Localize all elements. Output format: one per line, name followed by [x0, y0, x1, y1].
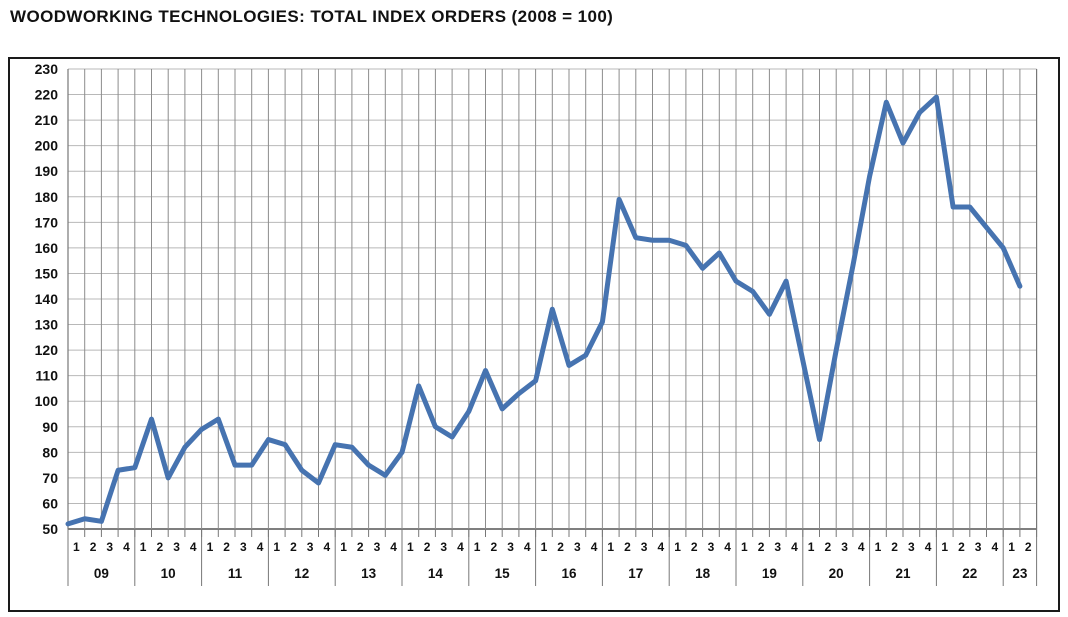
quarter-label: 1 — [73, 540, 80, 554]
quarter-label: 2 — [290, 540, 297, 554]
quarter-label: 3 — [106, 540, 113, 554]
quarter-label: 1 — [607, 540, 614, 554]
quarter-label: 2 — [624, 540, 631, 554]
orders-index-line — [65, 94, 1023, 527]
quarter-label: 1 — [875, 540, 882, 554]
quarter-label: 3 — [641, 540, 648, 554]
quarter-label: 4 — [123, 540, 130, 554]
quarter-label: 1 — [340, 540, 347, 554]
y-axis-tick-label: 50 — [42, 521, 58, 537]
quarter-label: 3 — [507, 540, 514, 554]
quarter-label: 1 — [941, 540, 948, 554]
year-label: 13 — [361, 566, 377, 581]
quarter-label: 2 — [157, 540, 164, 554]
year-label: 21 — [895, 566, 911, 581]
quarter-label: 2 — [424, 540, 431, 554]
year-label: 16 — [561, 566, 577, 581]
quarter-label: 1 — [808, 540, 815, 554]
quarter-label: 3 — [240, 540, 247, 554]
quarter-label: 4 — [390, 540, 397, 554]
quarter-label: 3 — [374, 540, 381, 554]
y-axis-tick-label: 140 — [35, 291, 59, 307]
quarter-label: 2 — [758, 540, 765, 554]
quarter-label: 4 — [925, 540, 932, 554]
quarter-label: 2 — [891, 540, 898, 554]
year-label: 20 — [829, 566, 844, 581]
y-axis-tick-label: 160 — [35, 240, 59, 256]
quarter-label: 4 — [457, 540, 464, 554]
quarter-label: 4 — [591, 540, 598, 554]
quarter-label: 2 — [691, 540, 698, 554]
y-axis-tick-label: 230 — [35, 61, 59, 77]
year-label: 22 — [962, 566, 977, 581]
quarter-label: 1 — [541, 540, 548, 554]
y-axis-tick-label: 210 — [35, 112, 59, 128]
quarter-label: 1 — [273, 540, 280, 554]
quarter-label: 4 — [858, 540, 865, 554]
year-label: 14 — [428, 566, 444, 581]
year-label: 23 — [1012, 566, 1028, 581]
quarter-label: 3 — [908, 540, 915, 554]
quarter-label: 3 — [841, 540, 848, 554]
quarter-label: 1 — [674, 540, 681, 554]
y-axis-tick-label: 170 — [35, 214, 59, 230]
quarter-label: 3 — [440, 540, 447, 554]
quarter-label: 2 — [491, 540, 498, 554]
chart-frame — [8, 57, 1060, 612]
y-axis-tick-label: 90 — [42, 419, 58, 435]
quarter-label: 1 — [207, 540, 214, 554]
quarter-label: 3 — [173, 540, 180, 554]
quarter-label: 4 — [724, 540, 731, 554]
quarter-label: 3 — [574, 540, 581, 554]
y-axis-tick-label: 100 — [35, 393, 59, 409]
quarter-label: 4 — [524, 540, 531, 554]
y-axis-tick-label: 60 — [42, 495, 58, 511]
y-axis-tick-label: 80 — [42, 444, 58, 460]
quarter-label: 4 — [324, 540, 331, 554]
quarter-label: 2 — [223, 540, 230, 554]
y-axis-tick-label: 200 — [35, 138, 59, 154]
quarter-label: 4 — [257, 540, 264, 554]
quarter-label: 4 — [992, 540, 999, 554]
quarter-label: 4 — [190, 540, 197, 554]
quarter-label: 3 — [307, 540, 314, 554]
year-label: 12 — [294, 566, 309, 581]
quarter-label: 1 — [1008, 540, 1015, 554]
quarter-label: 1 — [741, 540, 748, 554]
quarter-label: 3 — [708, 540, 715, 554]
quarter-label: 2 — [1025, 540, 1032, 554]
y-axis-tick-label: 190 — [35, 163, 59, 179]
year-label: 10 — [161, 566, 176, 581]
y-axis-tick-label: 150 — [35, 265, 59, 281]
y-axis-tick-label: 180 — [35, 189, 59, 205]
quarter-label: 2 — [90, 540, 97, 554]
y-axis-tick-label: 130 — [35, 317, 59, 333]
year-label: 15 — [495, 566, 511, 581]
y-axis-tick-label: 220 — [35, 87, 59, 103]
quarter-label: 2 — [825, 540, 832, 554]
quarter-label: 2 — [557, 540, 564, 554]
year-label: 17 — [628, 566, 643, 581]
quarter-label: 4 — [791, 540, 798, 554]
y-axis-tick-label: 120 — [35, 342, 59, 358]
y-axis-tick-label: 70 — [42, 470, 58, 486]
quarter-label: 1 — [407, 540, 414, 554]
quarter-label: 2 — [958, 540, 965, 554]
quarter-label: 1 — [474, 540, 481, 554]
chart-title: WOODWORKING TECHNOLOGIES: TOTAL INDEX OR… — [10, 7, 614, 26]
year-label: 19 — [762, 566, 777, 581]
quarter-label: 2 — [357, 540, 364, 554]
year-label: 09 — [94, 566, 109, 581]
quarter-label: 3 — [774, 540, 781, 554]
quarter-label: 4 — [658, 540, 665, 554]
quarter-label: 3 — [975, 540, 982, 554]
quarter-label: 1 — [140, 540, 147, 554]
y-axis-tick-label: 110 — [35, 368, 58, 384]
year-label: 11 — [228, 566, 243, 581]
year-label: 18 — [695, 566, 711, 581]
